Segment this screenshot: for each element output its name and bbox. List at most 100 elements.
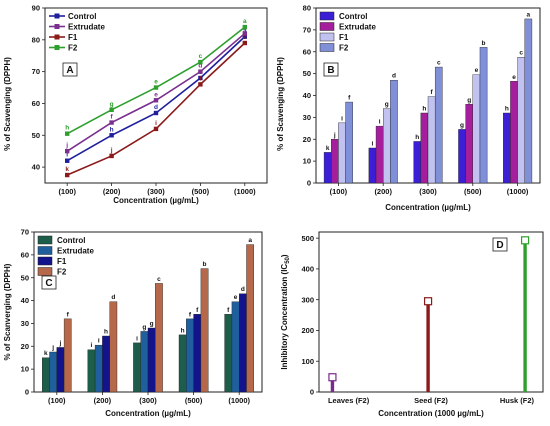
- y-tick-label: 30: [303, 113, 311, 122]
- panel-label: A: [66, 65, 73, 76]
- y-tick-label: 0: [307, 179, 311, 188]
- legend-label: F1: [57, 257, 67, 266]
- plot-frame: [318, 231, 544, 393]
- bar: [87, 349, 96, 393]
- legend-marker: [54, 24, 60, 29]
- x-tick-label: Seed (F2): [414, 396, 448, 405]
- y-tick-label: 60: [32, 99, 40, 108]
- y-tick-label: 200: [301, 326, 314, 335]
- bar: [523, 240, 527, 392]
- panel-a: 40 50 60 70 80 90 Concentration (µg/mL) % of Sc…: [3, 4, 268, 205]
- panel-label-box: [492, 237, 508, 252]
- data-point: [109, 120, 114, 125]
- bar: [102, 335, 110, 393]
- bar-label: i: [379, 119, 381, 126]
- data-point: [153, 110, 159, 116]
- x-tick-label: (200): [374, 187, 392, 196]
- data-label: a: [243, 28, 247, 35]
- bar-label: d: [241, 286, 245, 293]
- bar: [56, 347, 65, 393]
- bar-label: j: [59, 340, 62, 347]
- bar-label: g: [385, 101, 389, 108]
- bar-label: h: [505, 106, 509, 113]
- bar-label: c: [157, 276, 161, 283]
- bar: [200, 268, 209, 393]
- y-tick-label: 60: [303, 47, 311, 56]
- bar-marker: [328, 373, 337, 382]
- panel-b: 0 10 20 30 40 50 60 70 80 Concentration (µg/mL) % …: [276, 4, 541, 212]
- x-tick-label: Leaves (F2): [328, 396, 370, 405]
- data-point: [153, 126, 159, 132]
- y-tick-label: 10: [21, 365, 29, 374]
- bar: [155, 283, 163, 393]
- bar: [49, 351, 58, 393]
- y-tick-label: 0: [310, 388, 314, 397]
- legend-label: F2: [339, 44, 349, 53]
- legend-label: Control: [68, 12, 96, 21]
- bar-label: a: [248, 237, 252, 244]
- y-tick-label: 80: [32, 35, 40, 44]
- y-tick-label: 0: [25, 388, 29, 397]
- legend-marker: [54, 45, 60, 50]
- bar: [510, 81, 518, 184]
- x-axis-title: Concentration (1000 µg/mL): [378, 409, 484, 418]
- bar: [330, 377, 335, 392]
- x-tick-label: (300): [139, 396, 157, 405]
- bar-label: h: [181, 327, 185, 334]
- y-tick-label: 40: [303, 91, 311, 100]
- data-point: [109, 107, 114, 113]
- y-axis-title-subscript: 50: [285, 256, 291, 263]
- data-label: j: [110, 147, 113, 154]
- bar-label: c: [519, 50, 523, 57]
- bar-label: c: [437, 60, 441, 67]
- bar: [390, 79, 398, 184]
- data-label: e: [154, 79, 158, 86]
- legend-marker: [54, 34, 60, 40]
- y-tick-label: 10: [303, 157, 311, 166]
- data-point: [153, 85, 159, 90]
- legend-label: F1: [339, 33, 349, 42]
- x-tick-label: (300): [147, 187, 165, 196]
- data-point: [65, 172, 70, 178]
- data-label: h: [65, 125, 69, 132]
- data-point: [242, 34, 247, 39]
- bar-label: i: [372, 141, 374, 148]
- x-axis-title: Concentration (µg/mL): [385, 203, 471, 212]
- legend-swatch: [319, 32, 335, 42]
- data-label: d: [154, 104, 158, 111]
- y-tick-label: 100: [301, 357, 314, 366]
- panel-c: 0 10 20 30 40 50 60 70 Concentration (µg/mL) % of…: [3, 228, 263, 418]
- bar-label: e: [234, 294, 238, 301]
- y-tick-label: 70: [21, 228, 29, 237]
- bar: [368, 147, 377, 184]
- bar: [524, 18, 533, 184]
- bar: [178, 334, 187, 393]
- data-point: [153, 98, 159, 103]
- legend-label: Extrudate: [68, 23, 105, 32]
- bar-label: k: [326, 145, 330, 152]
- data-point: [198, 75, 203, 81]
- legend-swatch: [319, 43, 335, 52]
- legend-swatch: [37, 246, 53, 255]
- x-tick-label: (1000): [507, 187, 529, 196]
- panel-label: D: [496, 240, 503, 251]
- y-tick-label: 500: [301, 234, 314, 243]
- bar-label: f: [189, 311, 192, 318]
- data-point: [242, 24, 247, 30]
- y-axis-title: % of Scanverging (DPPH): [3, 263, 12, 360]
- bar-marker: [520, 236, 530, 245]
- bar-marker: [423, 297, 433, 306]
- data-point: [198, 69, 203, 74]
- legend-label: Control: [339, 12, 367, 21]
- legend-marker: [54, 13, 60, 19]
- y-tick-label: 70: [32, 67, 40, 76]
- x-tick-label: (200): [103, 187, 121, 196]
- bar: [345, 101, 353, 184]
- bar-label: f: [67, 311, 70, 318]
- y-tick-label: 30: [21, 319, 29, 328]
- bar: [517, 57, 525, 184]
- bar-label: f: [348, 95, 351, 102]
- bar-label: h: [422, 106, 426, 113]
- bar: [427, 96, 436, 184]
